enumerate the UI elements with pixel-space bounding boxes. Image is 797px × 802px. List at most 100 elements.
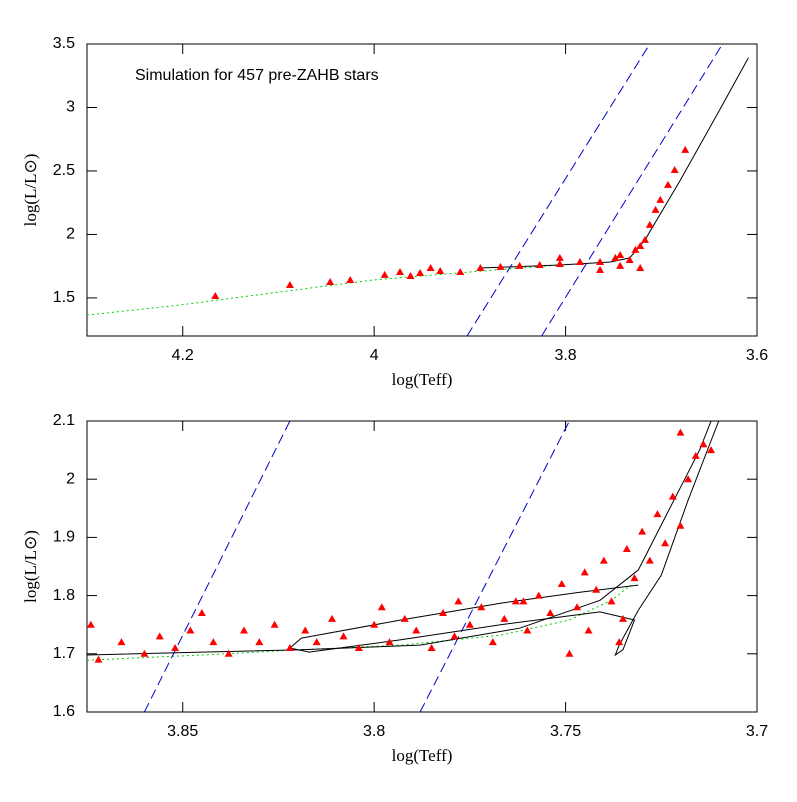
x-tick-label: 4 (370, 347, 379, 364)
star-point (651, 205, 660, 213)
star-point (676, 521, 685, 529)
star-point (584, 626, 593, 634)
star-point (436, 266, 445, 274)
star-point (377, 603, 386, 611)
star-point (94, 655, 103, 663)
y-tick-label: 2 (66, 470, 75, 487)
star-point (546, 609, 555, 617)
star-point (400, 614, 409, 622)
star-point (255, 638, 264, 646)
star-point (523, 626, 532, 634)
star-point (224, 649, 233, 657)
star-point (385, 638, 394, 646)
track-line (466, 44, 651, 336)
star-point (197, 609, 206, 617)
star-point (270, 620, 279, 628)
star-point (573, 603, 582, 611)
track-line (143, 421, 291, 712)
star-point (239, 626, 248, 634)
y-axis-label: log(L/L⊙) (21, 530, 40, 603)
track-line (541, 44, 723, 336)
plot-frame (86, 43, 758, 337)
star-point (496, 262, 505, 270)
star-point (580, 568, 589, 576)
star-point (155, 632, 164, 640)
star-point (535, 261, 544, 269)
star-point (596, 265, 605, 273)
star-point (575, 257, 584, 265)
star-point (426, 263, 435, 271)
star-point (370, 620, 379, 628)
star-point (211, 292, 220, 300)
star-point (599, 556, 608, 564)
star-point (699, 440, 708, 448)
star-point (186, 626, 195, 634)
star-point (676, 428, 685, 436)
star-point (328, 614, 337, 622)
star-point (285, 280, 294, 288)
star-point (117, 638, 126, 646)
star-point (406, 271, 415, 279)
x-tick-label: 3.7 (746, 723, 768, 740)
star-point (630, 574, 639, 582)
star-point (684, 475, 693, 483)
star-point (619, 614, 627, 622)
star-point (477, 603, 486, 611)
x-tick-label: 3.75 (550, 723, 581, 740)
star-point (380, 270, 389, 278)
star-point (663, 180, 672, 188)
star-point (140, 649, 149, 657)
star-point (557, 579, 566, 587)
star-point (534, 591, 543, 599)
star-point (668, 492, 677, 500)
y-tick-label: 1.7 (53, 645, 75, 662)
star-point (616, 261, 625, 269)
star-point (412, 626, 421, 634)
star-point (500, 614, 509, 622)
star-point (661, 539, 670, 547)
y-tick-label: 1.8 (53, 587, 75, 604)
star-point (555, 253, 564, 261)
star-point (565, 649, 574, 657)
star-point (515, 261, 524, 269)
x-tick-label: 3.8 (363, 723, 385, 740)
star-point (209, 638, 218, 646)
track-line (87, 264, 560, 316)
star-point (681, 145, 690, 153)
star-point (326, 278, 335, 286)
annotation: Simulation for 457 pre-ZAHB stars (135, 67, 379, 84)
y-tick-label: 2.5 (53, 162, 75, 179)
star-point (638, 527, 647, 535)
star-point (596, 257, 605, 265)
star-point (611, 253, 620, 261)
y-tick-label: 1.5 (53, 289, 75, 306)
star-point (339, 632, 348, 640)
star-point (645, 556, 654, 564)
star-point (171, 643, 180, 651)
star-point (427, 643, 436, 651)
y-tick-label: 1.6 (53, 703, 75, 720)
track-line (87, 584, 632, 661)
y-tick-label: 1.9 (53, 529, 75, 546)
star-point (615, 638, 624, 646)
star-point (641, 235, 650, 243)
y-axis-label: log(L/L⊙) (21, 154, 40, 227)
y-tick-label: 2 (66, 226, 75, 243)
y-tick-label: 3 (66, 99, 75, 116)
star-point (653, 510, 662, 518)
star-point (511, 597, 520, 605)
star-point (636, 263, 645, 271)
x-axis-label: log(Teff) (392, 746, 453, 765)
star-point (301, 626, 310, 634)
star-point (488, 638, 497, 646)
plot-frame (86, 420, 758, 713)
track-line (87, 421, 712, 656)
track-line (288, 421, 720, 657)
star-point (622, 545, 631, 553)
x-tick-label: 4.2 (172, 347, 194, 364)
star-point (607, 597, 616, 605)
star-point (625, 255, 634, 263)
star-point (346, 276, 355, 284)
track-line (480, 57, 749, 269)
star-point (465, 620, 474, 628)
